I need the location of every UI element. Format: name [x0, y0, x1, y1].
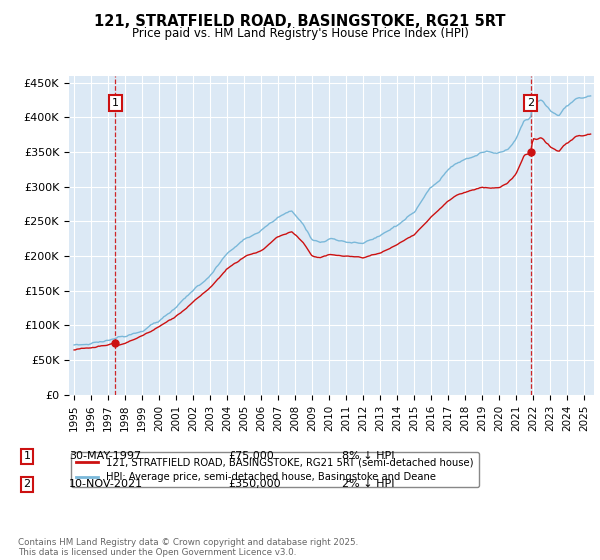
Text: Price paid vs. HM Land Registry's House Price Index (HPI): Price paid vs. HM Land Registry's House … [131, 27, 469, 40]
Text: 1: 1 [112, 98, 119, 108]
Text: Contains HM Land Registry data © Crown copyright and database right 2025.
This d: Contains HM Land Registry data © Crown c… [18, 538, 358, 557]
Text: 1: 1 [23, 451, 31, 461]
Text: 121, STRATFIELD ROAD, BASINGSTOKE, RG21 5RT: 121, STRATFIELD ROAD, BASINGSTOKE, RG21 … [94, 14, 506, 29]
Text: 10-NOV-2021: 10-NOV-2021 [69, 479, 143, 489]
Text: 8% ↓ HPI: 8% ↓ HPI [342, 451, 395, 461]
Legend: 121, STRATFIELD ROAD, BASINGSTOKE, RG21 5RT (semi-detached house), HPI: Average : 121, STRATFIELD ROAD, BASINGSTOKE, RG21 … [71, 452, 479, 487]
Text: £75,000: £75,000 [228, 451, 274, 461]
Text: 2: 2 [527, 98, 534, 108]
Text: 2% ↓ HPI: 2% ↓ HPI [342, 479, 395, 489]
Text: 30-MAY-1997: 30-MAY-1997 [69, 451, 141, 461]
Text: 2: 2 [23, 479, 31, 489]
Text: £350,000: £350,000 [228, 479, 281, 489]
